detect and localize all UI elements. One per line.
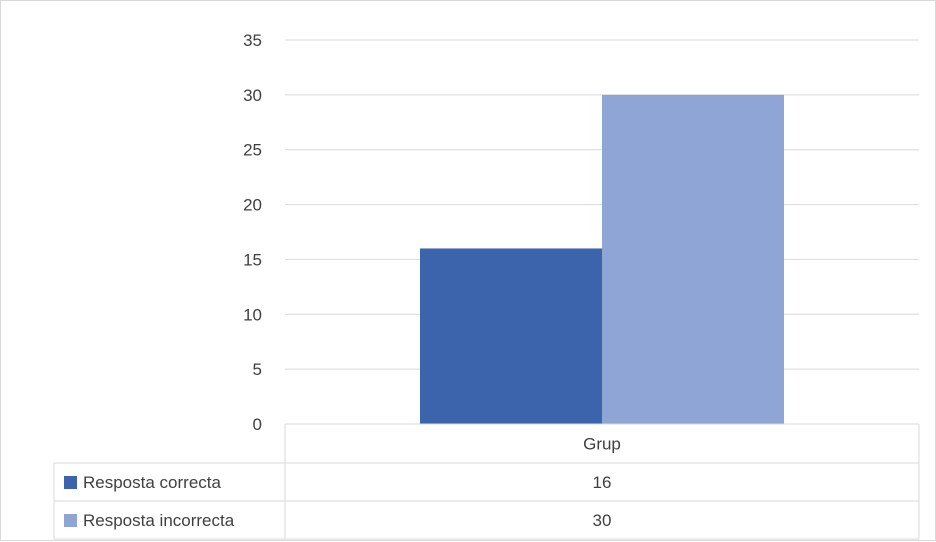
y-tick-label: 10 [243, 305, 262, 324]
y-tick-label: 0 [253, 415, 262, 434]
data-table: Grup Resposta correcta 16 Resposta incorrec… [53, 423, 920, 540]
y-tick-label: 30 [243, 86, 262, 105]
legend-key [64, 476, 77, 489]
y-axis-ticks: 0 5 10 15 20 25 30 35 [243, 31, 262, 434]
bars [420, 94, 784, 424]
y-tick-label: 25 [243, 141, 262, 160]
data-value: 16 [593, 473, 612, 492]
legend-key [64, 514, 77, 527]
bar-correcta [420, 248, 602, 424]
y-tick-label: 15 [243, 250, 262, 269]
y-tick-label: 20 [243, 196, 262, 215]
data-value: 30 [593, 511, 612, 530]
bar-incorrecta [602, 94, 784, 424]
y-tick-label: 5 [253, 360, 262, 379]
category-label: Grup [583, 435, 621, 454]
series-name: Resposta correcta [83, 473, 221, 492]
y-tick-label: 35 [243, 31, 262, 50]
series-name: Resposta incorrecta [83, 511, 235, 530]
